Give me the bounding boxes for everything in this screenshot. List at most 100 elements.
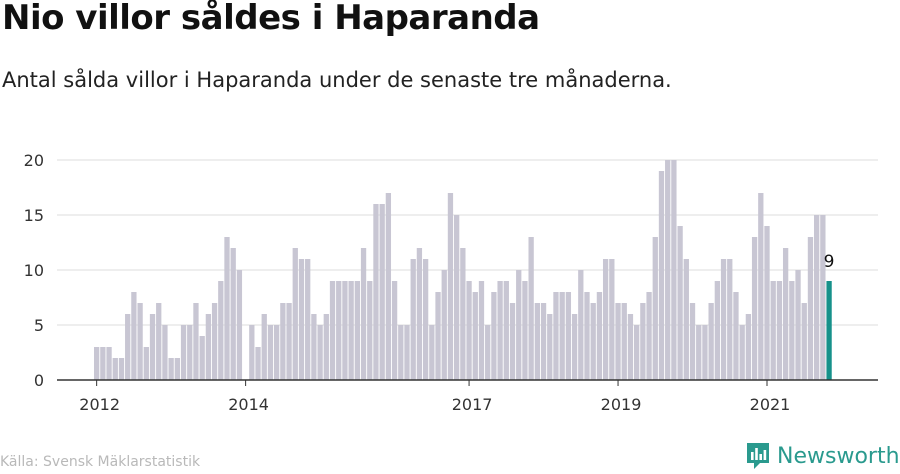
bar	[578, 270, 584, 380]
bar	[658, 171, 665, 380]
bar	[795, 270, 801, 380]
bar	[391, 281, 398, 380]
bar	[435, 292, 441, 380]
bar	[360, 248, 367, 380]
bar	[708, 303, 714, 380]
y-tick-label: 0	[34, 371, 44, 390]
bar	[292, 248, 298, 380]
bar	[571, 314, 578, 380]
bar	[503, 281, 509, 380]
chart-title: Nio villor såldes i Haparanda	[2, 0, 540, 38]
bar	[187, 325, 193, 380]
y-tick-label: 10	[24, 261, 44, 280]
bar	[677, 226, 683, 380]
bar	[466, 281, 472, 380]
bar	[323, 314, 329, 380]
bar	[168, 358, 174, 380]
bar	[379, 204, 385, 380]
chart-subtitle: Antal sålda villor i Haparanda under de …	[2, 68, 672, 92]
bar	[516, 270, 522, 380]
bar	[94, 347, 100, 380]
bar	[100, 347, 106, 380]
bar	[714, 281, 720, 380]
bar	[782, 248, 789, 380]
bar	[224, 237, 230, 380]
y-tick-label: 5	[34, 316, 44, 335]
bars	[94, 160, 832, 380]
bar	[559, 292, 565, 380]
bar	[814, 215, 820, 380]
bar	[441, 270, 447, 380]
y-tick-label: 20	[24, 151, 44, 170]
bar	[143, 347, 149, 380]
bar	[807, 237, 814, 380]
bar	[739, 325, 745, 380]
bar	[590, 303, 596, 380]
brand-name: Newsworthy	[777, 443, 900, 469]
bar	[367, 281, 373, 380]
bar	[118, 358, 125, 380]
bar	[801, 303, 807, 380]
bar	[385, 193, 392, 380]
bar	[627, 314, 634, 380]
bar	[230, 248, 236, 380]
x-tick-label: 2012	[79, 395, 120, 414]
bar	[547, 314, 553, 380]
x-axis-ticks: 2012 2014 2017 2019 2021	[79, 380, 790, 414]
bar	[429, 325, 435, 380]
bar	[131, 292, 137, 380]
brand-logo[interactable]: Newsworthy	[745, 441, 900, 471]
bar	[305, 259, 311, 380]
bar	[460, 248, 466, 380]
bar	[751, 237, 758, 380]
bar	[137, 303, 143, 380]
bar	[180, 325, 187, 380]
bar	[447, 193, 454, 380]
bar	[553, 292, 559, 380]
bar	[689, 303, 696, 380]
bar	[789, 281, 795, 380]
bar	[249, 325, 255, 380]
bar	[298, 259, 305, 380]
bar-chart: 0 5 10 15 20 2012 2014 2017 2019 2021 9	[24, 151, 878, 414]
bar	[745, 314, 752, 380]
bar	[702, 325, 708, 380]
bar	[609, 259, 615, 380]
bar-latest	[826, 281, 832, 380]
x-tick-label: 2014	[228, 395, 269, 414]
bar	[329, 281, 336, 380]
bar	[236, 270, 243, 380]
bar	[156, 303, 162, 380]
bar	[205, 314, 212, 380]
bar	[317, 325, 323, 380]
bar	[565, 292, 572, 380]
bar	[584, 292, 590, 380]
bar	[615, 303, 621, 380]
bar	[404, 325, 410, 380]
bar	[540, 303, 547, 380]
bar	[261, 314, 267, 380]
bar	[336, 281, 342, 380]
bar	[509, 303, 516, 380]
bar	[522, 281, 528, 380]
bar	[211, 303, 218, 380]
y-tick-label: 15	[24, 206, 44, 225]
bar	[274, 325, 280, 380]
bar	[720, 259, 727, 380]
bar	[497, 281, 503, 380]
newsworthy-logo-icon	[747, 443, 769, 469]
bar	[149, 314, 156, 380]
bar	[106, 347, 112, 380]
bar	[820, 215, 826, 380]
bar	[218, 281, 224, 380]
bar	[472, 292, 478, 380]
bar	[758, 193, 764, 380]
bar	[634, 325, 640, 380]
bar	[311, 314, 317, 380]
bar	[478, 281, 485, 380]
bar	[410, 259, 416, 380]
bar	[596, 292, 603, 380]
bar	[671, 160, 677, 380]
bar	[454, 215, 460, 380]
bar	[665, 160, 671, 380]
